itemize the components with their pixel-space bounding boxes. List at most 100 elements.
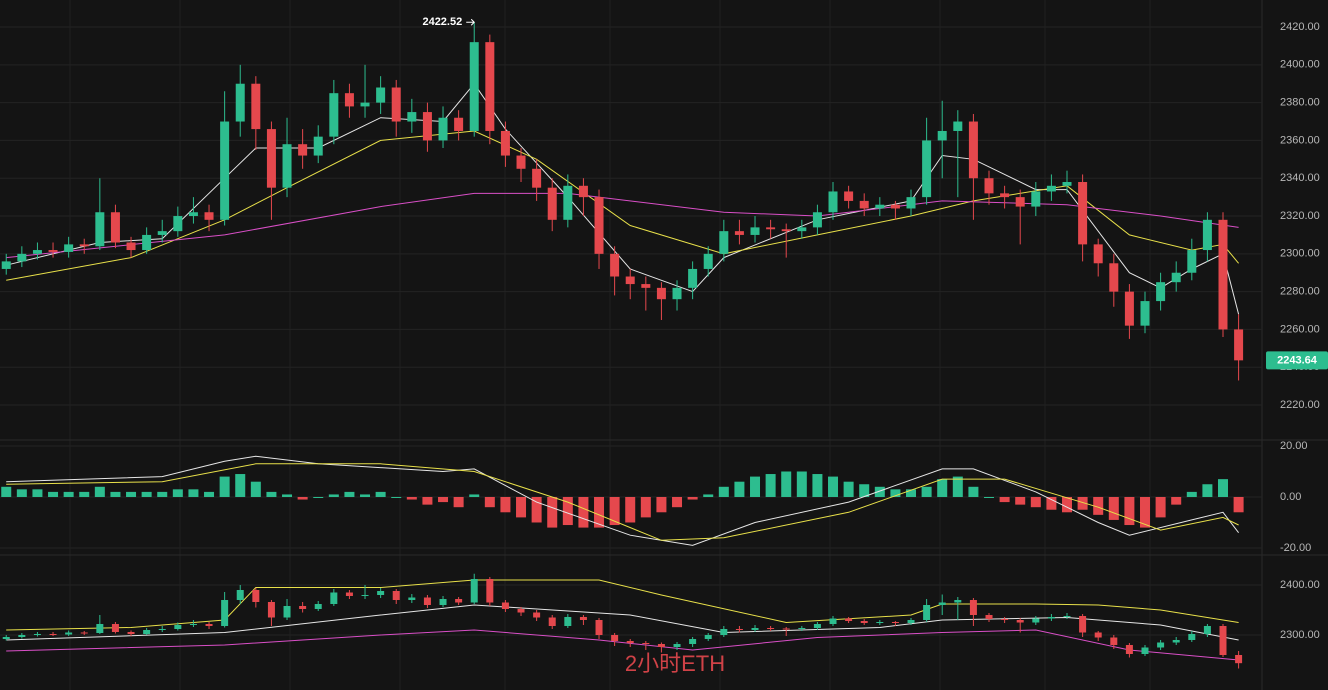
candle-body <box>1031 191 1041 207</box>
histogram-bar <box>141 491 152 497</box>
candle-body <box>938 602 946 605</box>
candle-body <box>533 612 541 618</box>
candle-body <box>455 599 463 603</box>
candle-body <box>829 618 837 624</box>
candle-body <box>532 168 542 188</box>
candle-body <box>127 632 135 634</box>
candle-body <box>720 629 728 635</box>
candle-body <box>641 284 651 288</box>
candle-body <box>330 592 338 604</box>
histogram-bar <box>562 496 573 526</box>
candle-body <box>79 244 89 247</box>
candle-body <box>548 617 556 626</box>
histogram-bar <box>1077 496 1088 510</box>
histogram-bar <box>672 496 683 508</box>
histogram-bar <box>172 489 183 497</box>
histogram-bar <box>843 481 854 497</box>
candle-body <box>844 191 854 201</box>
candle-body <box>205 624 213 626</box>
candle-body <box>1188 634 1196 640</box>
histogram-bar <box>625 496 636 523</box>
histogram-bar <box>1140 496 1151 528</box>
y-tick-label: 2320.00 <box>1280 210 1320 222</box>
candle-body <box>906 197 916 209</box>
candle-body <box>126 242 136 251</box>
candle-body <box>1187 250 1197 273</box>
candle-body <box>813 624 821 628</box>
y-tick-label: 2260.00 <box>1280 323 1320 335</box>
histogram-bar <box>1171 496 1182 505</box>
candle-body <box>204 212 214 220</box>
histogram-bar <box>360 494 371 497</box>
histogram-bar <box>422 496 433 505</box>
candle-body <box>1157 642 1165 648</box>
histogram-bar <box>1062 496 1073 513</box>
candle-body <box>1140 301 1150 326</box>
candle-body <box>563 185 573 220</box>
candle-body <box>376 87 386 103</box>
histogram-bar <box>1093 496 1104 515</box>
y-tick-label: 2300.00 <box>1280 248 1320 260</box>
candle-body <box>890 204 900 209</box>
y-tick-label: -20.00 <box>1280 542 1311 554</box>
candle-body <box>361 595 369 596</box>
histogram-bar <box>984 496 995 498</box>
candle-body <box>33 634 41 635</box>
candle-body <box>469 42 479 131</box>
candle-body <box>767 628 775 629</box>
candle-body <box>937 130 947 141</box>
histogram-bar <box>687 496 698 500</box>
histogram-bar <box>204 491 215 497</box>
histogram-bar <box>531 496 542 523</box>
candle-body <box>220 121 230 220</box>
candle-body <box>344 93 354 107</box>
histogram-bar <box>812 474 823 497</box>
candle-body <box>236 590 244 600</box>
y-tick-label: 2420.00 <box>1280 21 1320 33</box>
histogram-bar <box>906 489 917 497</box>
histogram-bar <box>921 486 932 497</box>
candle-body <box>782 628 790 630</box>
histogram-bar <box>406 496 417 500</box>
histogram-bar <box>796 471 807 497</box>
histogram-bar <box>1 486 12 497</box>
candle-body <box>734 231 744 235</box>
candle-body <box>500 130 510 156</box>
candle-body <box>1109 263 1119 292</box>
candle-body <box>1171 272 1181 283</box>
candle-body <box>672 287 682 300</box>
candle-body <box>875 204 885 209</box>
histogram-bar <box>375 491 386 497</box>
histogram-bar <box>63 491 74 497</box>
candle-body <box>656 287 666 300</box>
candle-body <box>298 144 308 156</box>
candle-body <box>891 622 899 623</box>
candle-body <box>642 643 650 644</box>
candle-body <box>501 602 509 609</box>
candle-body <box>486 579 494 603</box>
histogram-bar <box>126 491 137 497</box>
candle-body <box>158 629 166 630</box>
histogram-bar <box>484 496 495 508</box>
histogram-bar <box>94 486 105 497</box>
candle-body <box>953 121 963 131</box>
candle-body <box>174 625 182 629</box>
histogram-bar <box>952 476 963 497</box>
candle-body <box>267 602 275 618</box>
candle-body <box>65 632 73 635</box>
candle-body <box>954 600 962 603</box>
candle-body <box>1218 219 1228 330</box>
candle-body <box>110 212 120 243</box>
y-tick-label: 2220.00 <box>1280 399 1320 411</box>
candle-body <box>111 624 119 632</box>
histogram-bar <box>219 476 230 497</box>
histogram-bar <box>1218 479 1229 497</box>
histogram-bar <box>1124 496 1135 526</box>
candle-body <box>1000 193 1010 198</box>
histogram-bar <box>734 481 745 497</box>
candle-body <box>96 624 104 633</box>
histogram-bar <box>1155 496 1166 518</box>
candle-body <box>313 136 323 156</box>
candle-body <box>314 604 322 609</box>
